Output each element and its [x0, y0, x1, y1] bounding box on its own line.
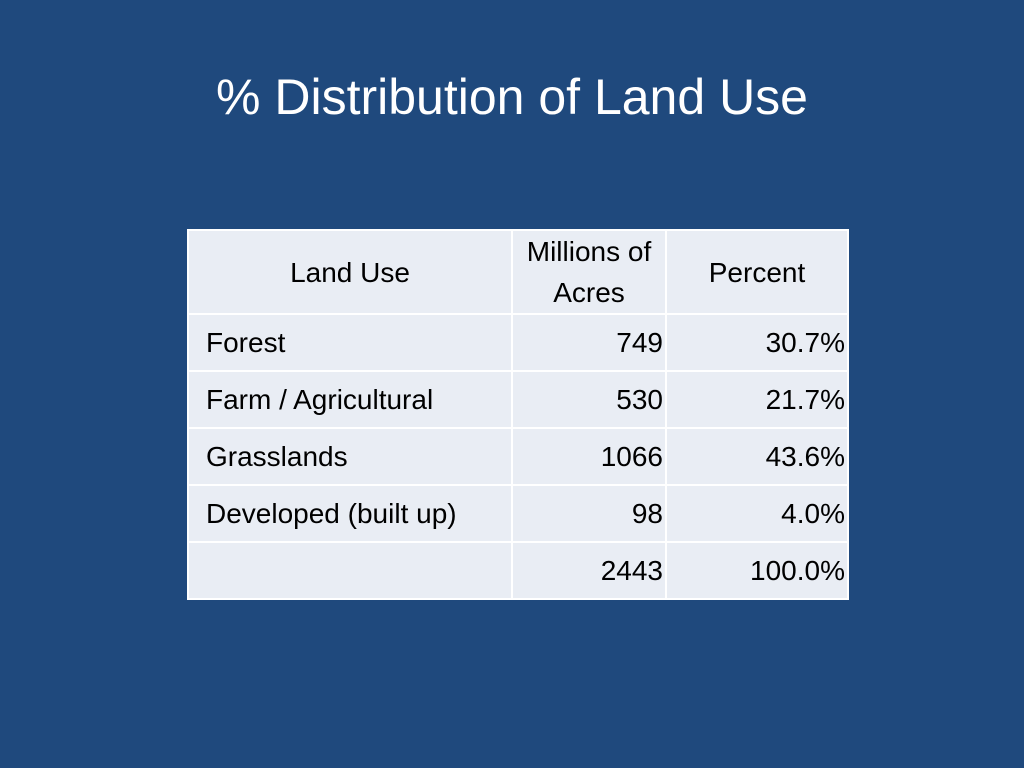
cell-total-percent: 100.0% [665, 541, 849, 600]
header-percent: Percent [665, 229, 849, 315]
table-total-row: 2443 100.0% [187, 541, 849, 600]
table-row: Developed (built up) 98 4.0% [187, 484, 849, 543]
slide-title: % Distribution of Land Use [216, 69, 808, 125]
cell-millions-of-acres: 98 [511, 484, 667, 543]
cell-land-use [187, 541, 513, 600]
cell-total-millions-of-acres: 2443 [511, 541, 667, 600]
cell-percent: 21.7% [665, 370, 849, 429]
header-millions-of-acres-label: Millions of Acres [526, 236, 652, 308]
cell-land-use: Grasslands [187, 427, 513, 486]
table-row: Farm / Agricultural 530 21.7% [187, 370, 849, 429]
table-row: Grasslands 1066 43.6% [187, 427, 849, 486]
cell-millions-of-acres: 530 [511, 370, 667, 429]
land-use-table: Land Use Millions of Acres Percent Fores… [187, 229, 849, 600]
table-header-row: Land Use Millions of Acres Percent [187, 229, 849, 315]
cell-millions-of-acres: 749 [511, 313, 667, 372]
cell-land-use: Developed (built up) [187, 484, 513, 543]
cell-percent: 4.0% [665, 484, 849, 543]
cell-percent: 30.7% [665, 313, 849, 372]
cell-millions-of-acres: 1066 [511, 427, 667, 486]
header-land-use: Land Use [187, 229, 513, 315]
cell-percent: 43.6% [665, 427, 849, 486]
header-millions-of-acres: Millions of Acres [511, 229, 667, 315]
cell-land-use: Farm / Agricultural [187, 370, 513, 429]
cell-land-use: Forest [187, 313, 513, 372]
table-row: Forest 749 30.7% [187, 313, 849, 372]
